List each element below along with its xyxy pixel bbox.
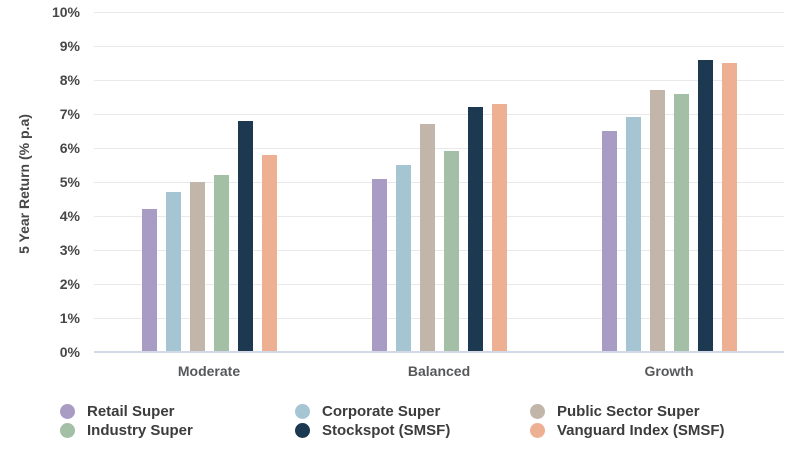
bar (213, 175, 229, 352)
category-label: Growth (644, 363, 694, 379)
legend-label: Retail Super (87, 403, 175, 420)
legend-item: Vanguard Index (SMSF) (530, 421, 725, 440)
bar-group-moderate (94, 12, 324, 352)
gridline (94, 216, 784, 217)
bar (601, 131, 617, 352)
bar (467, 107, 483, 352)
legend-swatch-icon (60, 404, 75, 419)
gridline (94, 148, 784, 149)
gridline (94, 12, 784, 13)
legend-label: Industry Super (87, 422, 193, 439)
legend-swatch-icon (530, 423, 545, 438)
y-tick-label: 3% (59, 242, 80, 258)
gridline (94, 114, 784, 115)
y-tick-label: 5% (59, 174, 80, 190)
category-label: Moderate (177, 363, 241, 379)
bar (261, 154, 277, 352)
gridline (94, 250, 784, 251)
bar (395, 165, 411, 352)
bar-group-growth (554, 12, 784, 352)
y-tick-label: 9% (59, 38, 80, 54)
y-tick-label: 10% (51, 4, 80, 20)
x-axis-line (94, 351, 784, 353)
legend-swatch-icon (295, 423, 310, 438)
plot-area (94, 12, 784, 353)
bar (419, 124, 435, 352)
y-tick-label: 7% (59, 106, 80, 122)
bar (141, 209, 157, 352)
y-tick-label: 4% (59, 208, 80, 224)
legend-swatch-icon (530, 404, 545, 419)
y-tick-label: 6% (59, 140, 80, 156)
bar (165, 192, 181, 352)
y-tick-label: 0% (59, 344, 80, 360)
x-axis-labels: Moderate Balanced Growth (94, 363, 784, 379)
legend-item: Public Sector Super (530, 402, 700, 421)
bar (237, 120, 253, 352)
bar-group-balanced (324, 12, 554, 352)
legend-swatch-icon (60, 423, 75, 438)
bar (697, 59, 713, 352)
bar (189, 182, 205, 352)
gridline (94, 284, 784, 285)
bar (371, 178, 387, 352)
legend-label: Public Sector Super (557, 403, 700, 420)
bar-groups (94, 12, 784, 352)
category-label: Balanced (407, 363, 471, 379)
legend-label: Vanguard Index (SMSF) (557, 422, 725, 439)
bar (721, 63, 737, 352)
legend-item: Industry Super (60, 421, 193, 440)
legend-item: Corporate Super (295, 402, 440, 421)
gridline (94, 182, 784, 183)
bar (491, 103, 507, 352)
legend-label: Stockspot (SMSF) (322, 422, 451, 439)
legend-label: Corporate Super (322, 403, 441, 420)
y-tick-label: 8% (59, 72, 80, 88)
legend-swatch-icon (295, 404, 310, 419)
bar (443, 151, 459, 352)
bar (649, 90, 665, 352)
gridline (94, 80, 784, 81)
bar (673, 93, 689, 352)
gridline (94, 318, 784, 319)
legend-item: Stockspot (SMSF) (295, 421, 450, 440)
y-tick-label: 2% (59, 276, 80, 292)
legend-item: Retail Super (60, 402, 175, 421)
bar (625, 117, 641, 352)
gridline (94, 46, 784, 47)
y-tick-label: 1% (59, 310, 80, 326)
